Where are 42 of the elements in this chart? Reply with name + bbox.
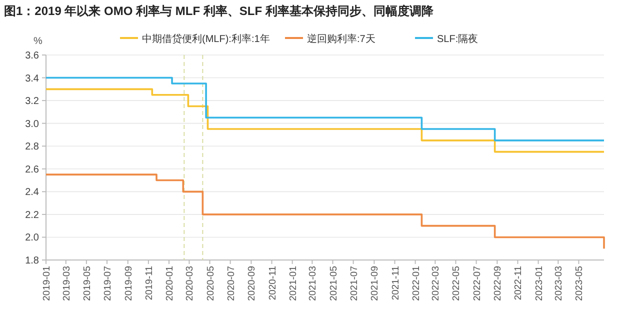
x-tick-label: 2021-01 [288, 266, 299, 301]
x-tick-label: 2020-01 [164, 266, 176, 301]
x-tick-label: 2019-03 [61, 266, 72, 301]
x-tick-label: 2020-03 [184, 266, 196, 301]
y-tick-label: 2.0 [25, 232, 40, 244]
y-tick-label: 2.8 [25, 142, 40, 153]
legend-label: SLF:隔夜 [437, 33, 478, 45]
x-tick-label: 2019-05 [82, 266, 93, 301]
x-tick-label: 2022-03 [430, 266, 442, 301]
x-tick-label: 2022-05 [451, 266, 462, 301]
x-tick-label: 2021-11 [390, 266, 402, 300]
y-tick-label: 3.6 [25, 50, 40, 62]
x-tick-label: 2021-03 [308, 266, 319, 301]
x-tick-label: 2022-01 [410, 266, 422, 301]
x-tick-label: 2021-07 [348, 266, 360, 301]
x-tick-label: 2023-05 [574, 266, 586, 301]
y-tick-label: 2.6 [25, 164, 40, 176]
x-tick-label: 2019-09 [123, 266, 134, 301]
x-tick-label: 2019-07 [102, 266, 114, 301]
y-tick-label: 3.2 [25, 96, 40, 108]
chart-title: 图1：2019 年以来 OMO 利率与 MLF 利率、SLF 利率基本保持同步、同幅度调降 [4, 4, 434, 18]
x-tick-label: 2020-09 [246, 266, 258, 301]
y-tick-label: 3.4 [25, 73, 40, 84]
y-tick-label: 3.0 [25, 118, 40, 130]
legend-label: 中期借贷便利(MLF):利率:1年 [142, 33, 270, 45]
y-axis-title: % [34, 36, 43, 47]
y-tick-label: 1.8 [25, 256, 40, 266]
x-tick-label: 2021-09 [370, 266, 381, 301]
x-tick-label: 2022-11 [513, 266, 524, 300]
x-tick-label: 2022-07 [472, 266, 483, 301]
x-tick-label: 2023-01 [534, 266, 545, 301]
x-tick-label: 2019-01 [42, 266, 52, 301]
x-tick-label: 2022-09 [492, 266, 504, 301]
legend-label: 逆回购利率:7天 [307, 33, 376, 45]
x-tick-label: 2021-05 [328, 266, 340, 301]
y-tick-label: 2.4 [25, 187, 40, 198]
x-tick-label: 2023-03 [554, 266, 565, 301]
x-tick-label: 2020-05 [205, 266, 216, 301]
y-tick-label: 2.2 [25, 210, 40, 221]
x-tick-label: 2019-11 [144, 266, 155, 300]
x-tick-label: 2020-07 [226, 266, 237, 301]
x-tick-label: 2020-11 [267, 266, 278, 300]
